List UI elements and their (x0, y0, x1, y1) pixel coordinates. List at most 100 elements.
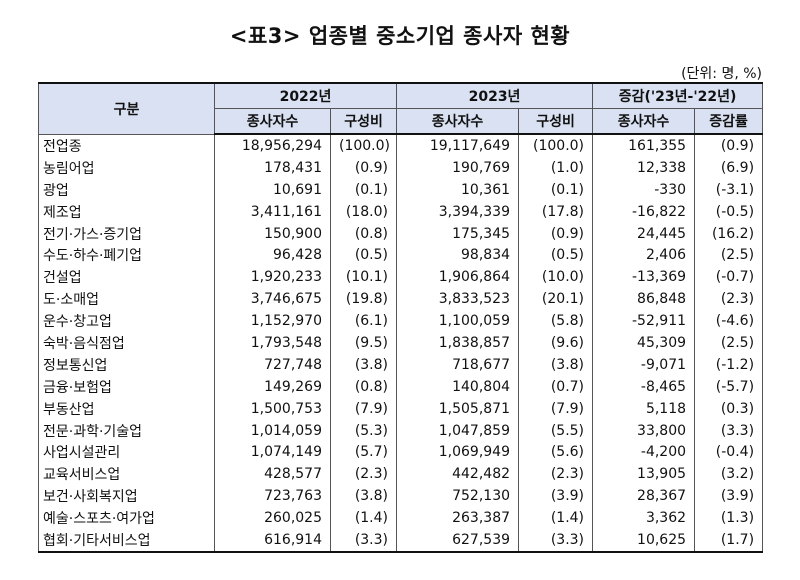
share-2023: (0.7) (518, 375, 594, 398)
share-2022: (3.8) (329, 485, 398, 508)
share-2022: (100.0) (329, 134, 398, 157)
workers-2023: 1,100,059 (396, 310, 520, 333)
row-category: 도·소매업 (38, 288, 215, 311)
share-2022: (10.1) (329, 266, 398, 289)
workers-2022: 3,746,675 (214, 288, 331, 311)
table-title: <표3> 업종별 중소기업 종사자 현황 (229, 24, 571, 48)
row-category: 전문·과학·기술업 (38, 419, 215, 442)
share-2022: (2.3) (329, 463, 398, 486)
table-row: 보건·사회복지업 723,763 (3.8) 752,130 (3.9) 28,367 (3… (38, 485, 764, 508)
workers-2022: 428,577 (214, 463, 331, 486)
workers-change: 86,848 (592, 288, 696, 311)
change-rate: (-4.6) (694, 310, 764, 333)
workers-change: 24,445 (592, 222, 696, 245)
header-category: 구분 (38, 82, 215, 135)
workers-change: -16,822 (592, 200, 696, 223)
change-rate: (0.9) (694, 134, 764, 157)
row-category: 광업 (38, 178, 215, 201)
workers-2023: 10,361 (396, 178, 520, 201)
table-row: 전업종 18,956,294 (100.0) 19,117,649 (100.0) 161… (38, 134, 764, 157)
row-category: 협회·기타서비스업 (38, 529, 215, 553)
table-row: 광업 10,691 (0.1) 10,361 (0.1) -330 (-3.1) (38, 178, 764, 201)
share-2022: (0.8) (329, 375, 398, 398)
workers-change: 161,355 (592, 134, 696, 157)
share-2023: (0.5) (518, 244, 594, 267)
workers-2023: 752,130 (396, 485, 520, 508)
workers-2023: 19,117,649 (396, 134, 520, 157)
workers-2022: 1,920,233 (214, 266, 331, 289)
table-row: 도·소매업 3,746,675 (19.8) 3,833,523 (20.1) 86,84… (38, 288, 764, 311)
change-rate: (-1.2) (694, 353, 764, 376)
share-2022: (6.1) (329, 310, 398, 333)
row-category: 제조업 (38, 200, 215, 223)
workers-2023: 1,069,949 (396, 441, 520, 464)
workers-2023: 1,505,871 (396, 397, 520, 420)
row-category: 금융·보험업 (38, 375, 215, 398)
row-category: 보건·사회복지업 (38, 485, 215, 508)
table-row: 금융·보험업 149,269 (0.8) 140,804 (0.7) -8,465 (-5.… (38, 375, 764, 398)
workers-change: -8,465 (592, 375, 696, 398)
header-workers-2023: 종사자수 (396, 108, 520, 135)
workers-2023: 175,345 (396, 222, 520, 245)
share-2022: (9.5) (329, 332, 398, 354)
row-category: 사업시설관리 (38, 441, 215, 464)
share-2023: (3.3) (518, 529, 594, 553)
change-rate: (1.7) (694, 529, 764, 553)
workers-change: -13,369 (592, 266, 696, 289)
workers-change: -330 (592, 178, 696, 201)
share-2023: (0.9) (518, 222, 594, 245)
workers-2022: 1,152,970 (214, 310, 331, 333)
change-rate: (-0.5) (694, 200, 764, 223)
share-2022: (0.1) (329, 178, 398, 201)
workers-change: 13,905 (592, 463, 696, 486)
workers-change: 33,800 (592, 419, 696, 442)
workers-2022: 18,956,294 (214, 134, 331, 157)
table-row: 전기·가스·증기업 150,900 (0.8) 175,345 (0.9) 24,445(… (38, 222, 764, 245)
workers-change: 45,309 (592, 332, 696, 354)
change-rate: (-3.1) (694, 178, 764, 201)
table-row: 사업시설관리 1,074,149 (5.7) 1,069,949 (5.6) -4,200… (38, 441, 764, 464)
header-share-2022: 구성비 (329, 108, 398, 135)
workers-2023: 3,833,523 (396, 288, 520, 311)
workers-2023: 1,047,859 (396, 419, 520, 442)
employment-table: 구분 2022년 2023년 증감('23년-'22년) 종사자수 구성비 종사… (38, 82, 764, 553)
row-category: 전업종 (38, 134, 215, 157)
row-category: 숙박·음식점업 (38, 332, 215, 354)
table-row: 건설업 1,920,233 (10.1) 1,906,864 (10.0) -13,369… (38, 266, 764, 289)
workers-2022: 1,793,548 (214, 332, 331, 354)
share-2022: (0.9) (329, 156, 398, 179)
share-2023: (3.8) (518, 353, 594, 376)
table-row: 협회·기타서비스업 616,914 (3.3) 627,539 (3.3) 10,625(… (38, 529, 764, 553)
row-category: 농림어업 (38, 156, 215, 179)
workers-change: 28,367 (592, 485, 696, 508)
workers-change: -4,200 (592, 441, 696, 464)
share-2023: (10.0) (518, 266, 594, 289)
workers-2023: 1,906,864 (396, 266, 520, 289)
row-category: 수도·하수·폐기업 (38, 244, 215, 267)
share-2022: (18.0) (329, 200, 398, 223)
share-2023: (1.0) (518, 156, 594, 179)
change-rate: (1.3) (694, 507, 764, 530)
share-2023: (5.6) (518, 441, 594, 464)
workers-change: 2,406 (592, 244, 696, 267)
header-change-rate: 증감률 (694, 108, 764, 135)
table-row: 숙박·음식점업 1,793,548 (9.5) 1,838,857 (9.6) 45,30… (38, 332, 764, 354)
change-rate: (2.5) (694, 244, 764, 267)
share-2023: (2.3) (518, 463, 594, 486)
workers-2022: 260,025 (214, 507, 331, 530)
table-row: 부동산업 1,500,753 (7.9) 1,505,871 (7.9) 5,118 (0.… (38, 397, 764, 420)
change-rate: (2.3) (694, 288, 764, 311)
share-2023: (5.8) (518, 310, 594, 333)
workers-2023: 190,769 (396, 156, 520, 179)
share-2023: (3.9) (518, 485, 594, 508)
share-2023: (20.1) (518, 288, 594, 311)
workers-2023: 718,677 (396, 353, 520, 376)
change-rate: (-5.7) (694, 375, 764, 398)
share-2023: (7.9) (518, 397, 594, 420)
share-2022: (5.3) (329, 419, 398, 442)
row-category: 부동산업 (38, 397, 215, 420)
row-category: 정보통신업 (38, 353, 215, 376)
workers-2022: 1,014,059 (214, 419, 331, 442)
workers-change: -52,911 (592, 310, 696, 333)
